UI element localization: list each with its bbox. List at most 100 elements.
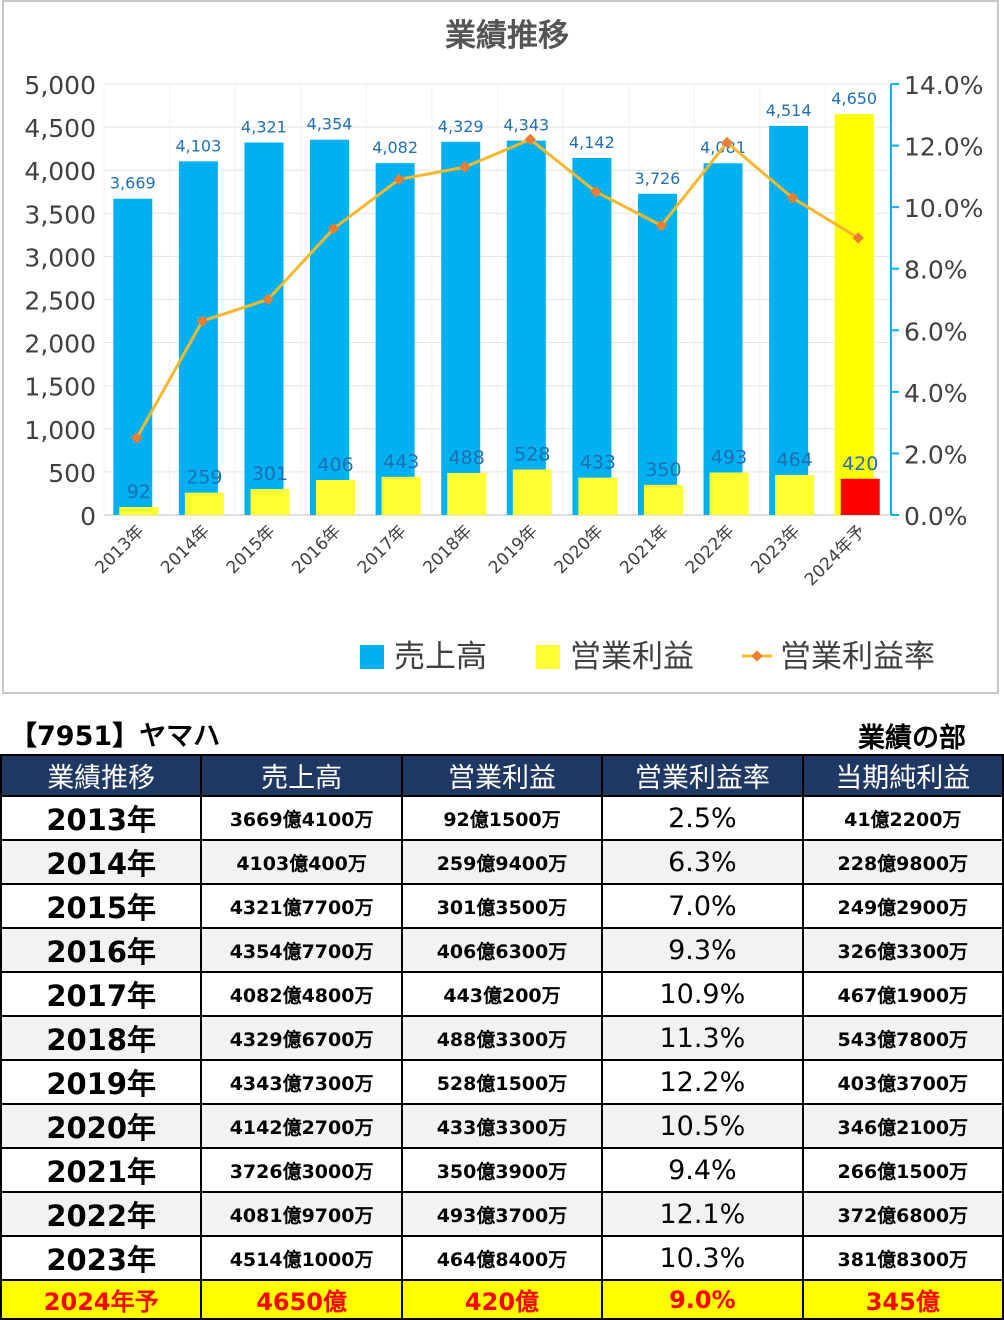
operating-profit-data-label: 493 [711, 447, 747, 469]
operating-profit-data-label: 528 [514, 443, 550, 465]
operating-profit-bar [840, 478, 880, 515]
sales-data-label: 4,514 [766, 101, 812, 120]
y-tick-label: 1,500 [24, 373, 96, 402]
y-tick-label: 3,500 [24, 200, 96, 229]
sales-bar [703, 163, 743, 515]
cell-net-profit: 326億3300万 [801, 927, 1004, 973]
operating-profit-bar [578, 477, 618, 515]
x-tick-label: 2021年 [616, 521, 673, 578]
x-tick-label: 2015年 [223, 521, 280, 578]
cell-operating-margin: 6.3% [601, 839, 804, 885]
operating-profit-data-label: 420 [842, 453, 878, 475]
sales-bar [572, 157, 612, 515]
table-row: 2017年 4082億4800万 443億200万 10.9% 467億1900万 [0, 971, 1004, 1017]
cell-operating-profit: 406億6300万 [400, 927, 604, 973]
cell-period: 2013年 [0, 795, 203, 841]
operating-profit-data-label: 488 [449, 447, 485, 469]
operating-profit-bar [250, 489, 290, 515]
table-row: 2022年 4081億9700万 493億3700万 12.1% 372億6800万 [0, 1191, 1004, 1237]
cell-net-profit: 266億1500万 [801, 1147, 1004, 1193]
cell-sales: 4650億 [200, 1279, 403, 1320]
company-title: 【7951】ヤマハ [10, 721, 221, 752]
table-row: 2018年 4329億6700万 488億3300万 11.3% 543億7800万 [0, 1015, 1004, 1061]
x-tick-label: 2018年 [419, 521, 476, 578]
table-row: 2016年 4354億7700万 406億6300万 9.3% 326億3300万 [0, 927, 1004, 973]
y2-tick-label: 2.0% [904, 440, 968, 469]
cell-net-profit: 467億1900万 [801, 971, 1004, 1017]
cell-operating-margin: 7.0% [601, 883, 804, 929]
y-tick-label: 2,500 [24, 287, 96, 316]
section-label: 業績の部 [858, 723, 966, 754]
operating-margin-point [786, 192, 799, 204]
x-tick-label: 2013年 [92, 521, 149, 578]
cell-operating-profit: 493億3700万 [400, 1191, 604, 1237]
cell-operating-margin: 11.3% [601, 1015, 804, 1061]
cell-operating-margin: 12.1% [601, 1191, 804, 1237]
legend-marker-operating-margin [751, 650, 763, 662]
table-row: 2023年 4514億1000万 464億8400万 10.3% 381億8300万 [0, 1235, 1004, 1281]
cell-period: 2016年 [0, 927, 203, 973]
y-tick-label: 500 [48, 459, 96, 488]
y2-tick-label: 8.0% [904, 256, 968, 285]
x-tick-label: 2020年 [551, 521, 608, 578]
cell-period: 2014年 [0, 839, 203, 885]
y2-tick-label: 4.0% [904, 379, 968, 408]
cell-net-profit: 543億7800万 [801, 1015, 1004, 1061]
operating-profit-data-label: 301 [252, 463, 288, 485]
cell-net-profit: 346億2100万 [801, 1103, 1004, 1149]
operating-profit-bar [512, 469, 552, 515]
sales-bar [375, 163, 415, 516]
cell-sales: 4343億7300万 [200, 1059, 403, 1105]
cell-operating-margin: 10.9% [601, 971, 804, 1017]
y-tick-label: 5,000 [24, 71, 96, 100]
cell-operating-margin: 10.5% [601, 1103, 804, 1149]
operating-profit-bar [119, 507, 159, 515]
operating-profit-data-label: 443 [383, 451, 419, 473]
operating-profit-bar [316, 480, 356, 515]
operating-profit-bar [643, 484, 683, 515]
performance-chart: 業績推移 0 500 1,000 1,500 2,000 2,500 3,000 3,500 4,… [24, 18, 983, 675]
table-row: 2014年 4103億400万 259億9400万 6.3% 228億9800万 [0, 839, 1004, 885]
cell-operating-margin: 10.3% [601, 1235, 804, 1281]
sales-bar [178, 161, 218, 515]
y2-tick-label: 12.0% [904, 133, 983, 162]
y-tick-label: 3,000 [24, 243, 96, 272]
operating-profit-bar [775, 475, 815, 515]
cell-net-profit: 372億6800万 [801, 1191, 1004, 1237]
sales-bar [113, 198, 153, 516]
y-tick-label: 0 [80, 502, 96, 531]
y2-tick-label: 10.0% [904, 194, 983, 223]
sales-data-label: 3,669 [110, 174, 156, 193]
chart-panel: 業績推移 0 500 1,000 1,500 2,000 2,500 3,000 3,500 4,… [2, 0, 999, 694]
column-header-period: 業績推移 [0, 754, 203, 797]
column-header-sales: 売上高 [200, 754, 403, 797]
operating-profit-data-label: 406 [317, 454, 353, 476]
y2-tick-label: 0.0% [904, 502, 968, 531]
x-tick-label: 2016年 [288, 521, 345, 578]
chart-title: 業績推移 [445, 18, 569, 54]
cell-operating-profit: 420億 [400, 1279, 604, 1320]
legend-swatch-sales [360, 645, 384, 669]
sales-bar [769, 125, 809, 516]
cell-operating-margin: 12.2% [601, 1059, 804, 1105]
operating-profit-bar [381, 476, 421, 515]
y2-tick-label: 14.0% [904, 71, 983, 100]
operating-margin-point [196, 315, 209, 327]
operating-margin-point [655, 219, 668, 232]
sales-data-label: 4,142 [569, 133, 615, 152]
sales-data-label: 3,726 [635, 169, 681, 188]
y-tick-label: 2,000 [24, 330, 96, 359]
operating-margin-point [524, 133, 536, 146]
operating-margin-point [131, 432, 143, 444]
cell-sales: 4321億7700万 [200, 883, 403, 929]
cell-period: 2023年 [0, 1235, 203, 1281]
cell-period: 2024年予 [0, 1279, 203, 1320]
operating-margin-line [135, 137, 859, 439]
sales-bar [441, 141, 481, 515]
cell-period: 2022年 [0, 1191, 203, 1237]
cell-sales: 4354億7700万 [200, 927, 403, 973]
operating-margin-point [852, 232, 864, 244]
operating-profit-bar [709, 472, 749, 515]
x-tick-label: 2023年 [747, 521, 804, 578]
sales-data-label: 4,343 [503, 116, 549, 135]
